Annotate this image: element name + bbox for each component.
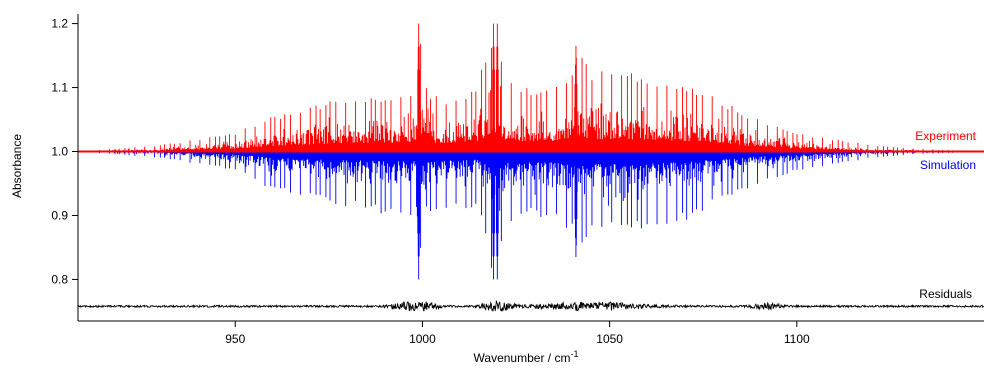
y-tick-label: 0.8 bbox=[51, 272, 68, 286]
y-ticks: 0.8 0.9 1.0 1.1 1.2 bbox=[51, 17, 78, 286]
simulation-series bbox=[78, 151, 984, 280]
y-axis-title: Absorbance bbox=[10, 134, 24, 198]
x-axis-title: Wavenumber / cm-1 bbox=[474, 349, 579, 365]
y-tick-label: 1.2 bbox=[51, 17, 68, 31]
simulation-label: Simulation bbox=[920, 158, 976, 172]
experiment-label: Experiment bbox=[915, 129, 976, 143]
axes bbox=[77, 14, 984, 322]
x-tick-label: 1050 bbox=[596, 332, 623, 346]
y-tick-label: 0.9 bbox=[51, 208, 68, 222]
x-axis-title-superscript: -1 bbox=[570, 349, 578, 359]
experiment-series bbox=[78, 23, 984, 152]
residuals-series bbox=[77, 300, 984, 312]
y-tick-label: 1.0 bbox=[51, 145, 68, 159]
x-tick-label: 1100 bbox=[784, 332, 810, 346]
plot-area bbox=[77, 23, 984, 312]
y-tick-label: 1.1 bbox=[51, 81, 68, 95]
x-ticks: 950 1000 1050 1100 bbox=[225, 321, 810, 346]
residuals-label: Residuals bbox=[919, 287, 972, 301]
x-tick-label: 1000 bbox=[409, 332, 436, 346]
x-axis-title-main: Wavenumber / cm bbox=[474, 351, 571, 365]
series-labels: Experiment Simulation Residuals bbox=[915, 129, 976, 301]
x-tick-label: 950 bbox=[225, 332, 245, 346]
